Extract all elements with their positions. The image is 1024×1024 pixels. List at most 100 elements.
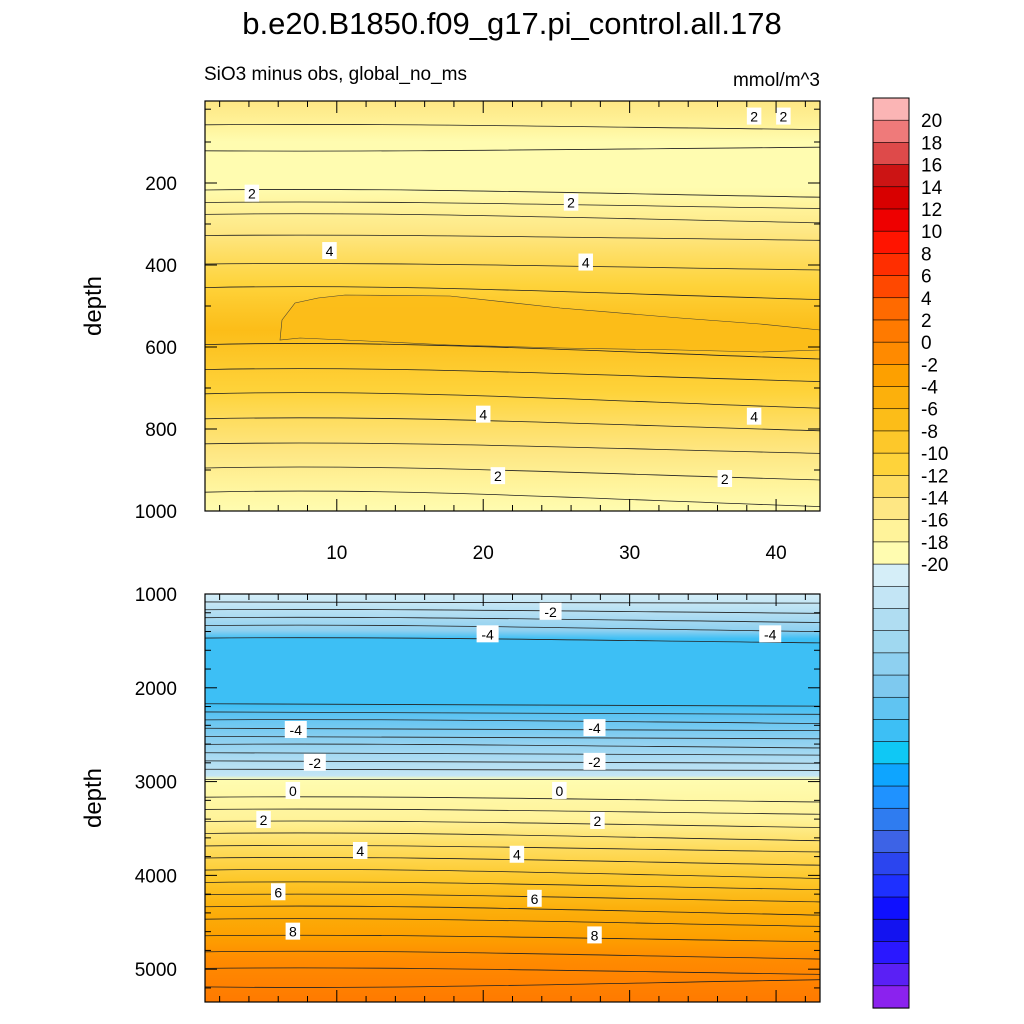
contour-label-box bbox=[322, 242, 337, 260]
colorbar-label: -2 bbox=[921, 355, 938, 376]
colorbar-label: -12 bbox=[921, 466, 948, 487]
contour-line bbox=[204, 934, 821, 943]
y-tick-label: 5000 bbox=[135, 960, 177, 981]
contour-label: 2 bbox=[494, 468, 502, 484]
colorbar-label: 4 bbox=[921, 289, 932, 310]
contour-label: -4 bbox=[290, 722, 303, 738]
contour-label: 2 bbox=[567, 195, 575, 211]
colorbar-swatch bbox=[872, 142, 910, 166]
contour-label-box bbox=[759, 625, 782, 643]
contour-label-box bbox=[539, 602, 562, 620]
colorbar-label: 12 bbox=[921, 200, 942, 221]
contour-label: 4 bbox=[513, 847, 521, 863]
colorbar-swatch bbox=[872, 963, 910, 987]
colorbar-swatch bbox=[872, 119, 910, 143]
contour-line bbox=[204, 868, 821, 879]
colorbar-swatch bbox=[872, 941, 910, 965]
upper-axes: 200 400 600 800 1000 10 20 30 40 bbox=[135, 101, 820, 564]
contour-label-box bbox=[776, 107, 791, 125]
contour-label: 6 bbox=[531, 891, 539, 907]
colorbar-swatch bbox=[872, 497, 910, 521]
colorbar-label: -16 bbox=[921, 511, 948, 532]
colorbar-swatch bbox=[872, 608, 910, 632]
colorbar-label: -18 bbox=[921, 533, 948, 554]
contour-label: 6 bbox=[274, 884, 282, 900]
colorbar-swatch bbox=[872, 985, 910, 1009]
colorbar-swatch bbox=[872, 563, 910, 587]
contour-label-box bbox=[552, 781, 567, 799]
contour-label-box bbox=[284, 721, 307, 738]
colorbar-swatch bbox=[872, 918, 910, 943]
colorbar-swatch bbox=[872, 275, 910, 299]
y-tick-label: 1000 bbox=[135, 502, 177, 523]
lower-axes: 1000 2000 3000 4000 5000 bbox=[135, 585, 820, 1002]
colorbar-swatch bbox=[872, 186, 910, 210]
contour-label: 2 bbox=[260, 812, 268, 828]
colorbar-swatch bbox=[872, 475, 910, 499]
colorbar-swatch bbox=[872, 830, 910, 854]
contour-label-box bbox=[475, 405, 491, 423]
contour-line bbox=[204, 368, 821, 382]
contour-label-box bbox=[746, 107, 762, 125]
contour-label-box bbox=[527, 889, 542, 907]
contour-label-box bbox=[509, 845, 525, 863]
contour-label: 2 bbox=[248, 186, 256, 202]
contour-label: 4 bbox=[750, 409, 758, 425]
colorbar-swatch bbox=[872, 97, 910, 121]
upper-contour-lines bbox=[204, 124, 821, 507]
colorbar-swatch bbox=[872, 785, 910, 809]
contour-line bbox=[204, 950, 821, 960]
colorbar-swatch bbox=[872, 319, 910, 343]
contour-line bbox=[204, 743, 821, 749]
colorbar-swatch bbox=[872, 297, 910, 321]
contour-label-box bbox=[476, 625, 499, 643]
contour-label: -2 bbox=[309, 755, 322, 771]
contour-label: 2 bbox=[779, 109, 787, 125]
contour-label: 2 bbox=[721, 471, 729, 487]
contour-label: 4 bbox=[326, 243, 334, 259]
contour-label: 2 bbox=[594, 813, 602, 829]
colorbar-swatch bbox=[872, 763, 910, 787]
colorbar-swatch bbox=[872, 674, 910, 698]
y-tick-label: 1000 bbox=[135, 585, 177, 606]
lower-panel: -2 -4 -4 -4 -4 -2 -2 0 0 2 2 4 4 6 6 8 8 1000 2000 3000 400… bbox=[80, 585, 821, 1003]
contour-line bbox=[204, 189, 821, 198]
contour-line bbox=[204, 796, 821, 803]
contour-line bbox=[204, 845, 821, 853]
colorbar-swatch bbox=[872, 164, 910, 188]
colorbar-swatch bbox=[872, 364, 910, 388]
contour-label-box bbox=[285, 922, 301, 940]
lower-contour-lines bbox=[204, 601, 821, 988]
contour-label: -4 bbox=[588, 720, 601, 736]
colorbar-label: 14 bbox=[921, 178, 943, 199]
contour-line bbox=[204, 905, 821, 916]
colorbar-swatch bbox=[872, 341, 910, 365]
x-tick-label: 30 bbox=[619, 543, 640, 564]
upper-panel: 2 2 2 2 4 4 4 4 2 2 200 400 600 800 1000 10 20 30 40 dept… bbox=[80, 100, 821, 564]
contour-line bbox=[204, 343, 821, 360]
colorbar-swatch bbox=[872, 208, 910, 232]
colorbar-label: 6 bbox=[921, 267, 932, 288]
colorbar: 20181614121086420-2-4-6-8-10-12-14-16-18… bbox=[872, 97, 949, 1009]
colorbar-swatch bbox=[872, 807, 910, 832]
contour-line bbox=[204, 820, 821, 828]
y-tick-label: 2000 bbox=[135, 679, 177, 700]
upper-contour-labels: 2 2 2 2 4 4 4 4 2 2 bbox=[244, 107, 791, 488]
contour-label-box bbox=[587, 926, 602, 944]
colorbar-label: -14 bbox=[921, 489, 949, 510]
lower-contour-labels: -2 -4 -4 -4 -4 -2 -2 0 0 2 2 4 4 6 6 8 8 bbox=[256, 602, 782, 944]
contour-line bbox=[204, 719, 821, 724]
colorbar-swatch bbox=[872, 430, 910, 454]
contour-label: 4 bbox=[356, 843, 364, 859]
contour-label: -2 bbox=[588, 754, 601, 770]
colorbar-swatch bbox=[872, 874, 910, 898]
colorbar-label: 18 bbox=[921, 133, 942, 154]
contour-label: -4 bbox=[481, 626, 494, 642]
contour-line bbox=[204, 881, 821, 891]
colorbar-label: -6 bbox=[921, 400, 938, 421]
y-tick-label: 400 bbox=[145, 256, 177, 277]
colorbar-swatch bbox=[872, 230, 910, 254]
contour-label: -4 bbox=[764, 626, 777, 642]
y-tick-label: 800 bbox=[145, 420, 177, 441]
